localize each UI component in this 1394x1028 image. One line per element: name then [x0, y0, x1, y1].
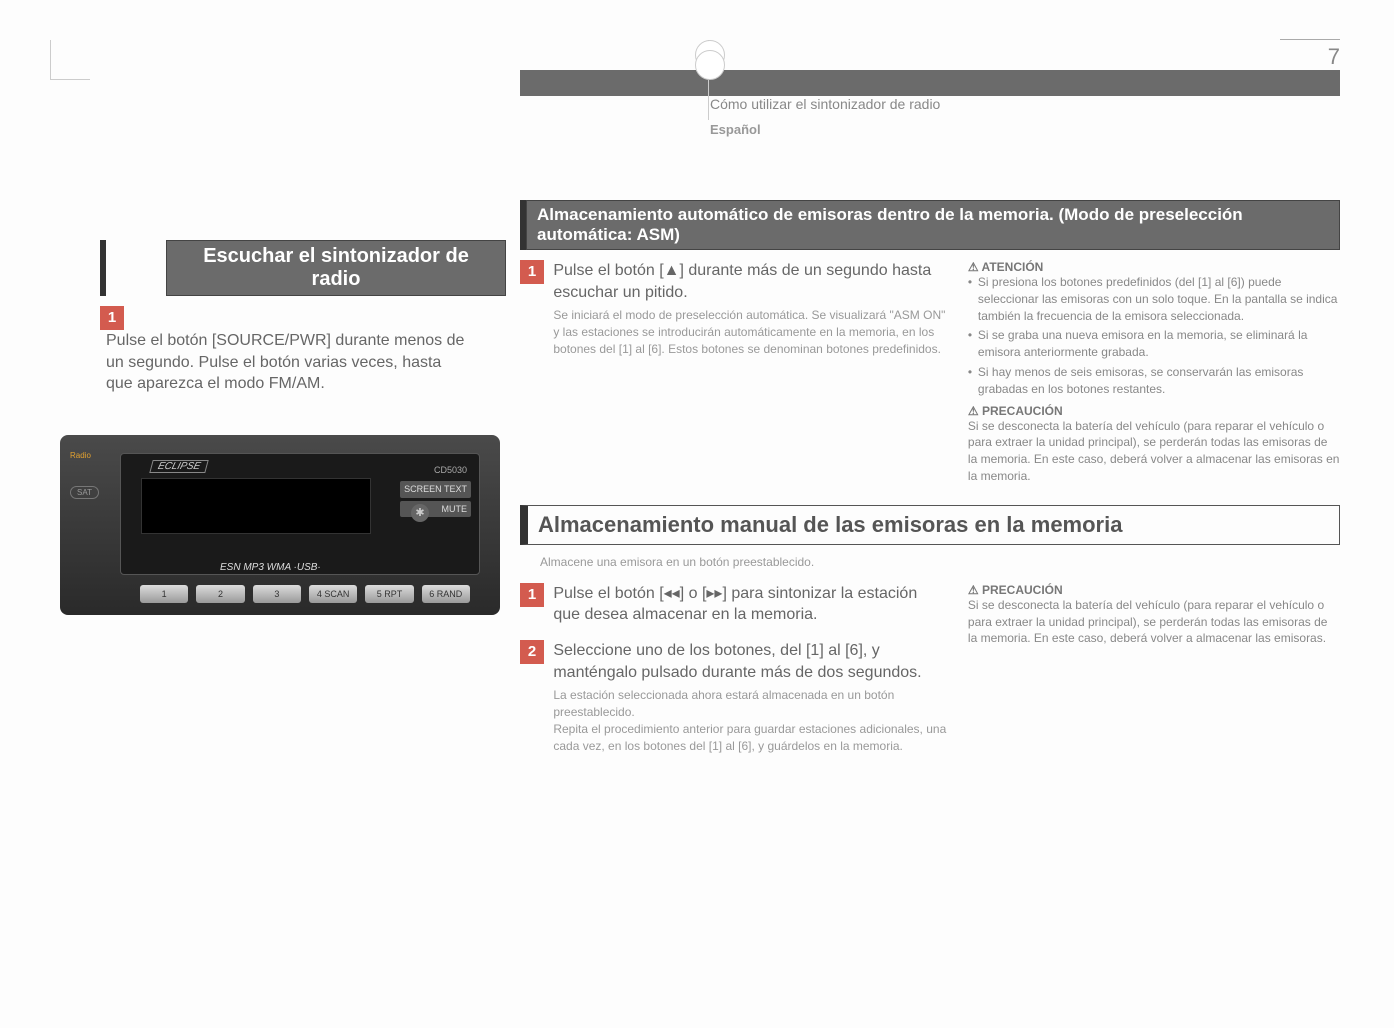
- atencion-item: Si se graba una nueva emisora en la memo…: [968, 327, 1340, 361]
- page-number: 7: [1280, 39, 1340, 70]
- step-text: Seleccione uno de los botones, del [1] a…: [553, 642, 921, 681]
- asm-step-1: 1 Pulse el botón [▲] durante más de un s…: [520, 260, 948, 358]
- radio-side-label: Radio: [70, 451, 110, 460]
- step-text: Pulse el botón [◂◂] o [▸▸] para sintoniz…: [553, 585, 917, 624]
- precaucion-label: ⚠ PRECAUCIÓN: [968, 583, 1340, 597]
- precaucion-text: Si se desconecta la batería del vehículo…: [968, 418, 1340, 485]
- crop-mark-icon: [695, 50, 725, 80]
- preset-5: 5 RPT: [365, 585, 413, 603]
- preset-1: 1: [140, 585, 188, 603]
- manual-step-2: 2 Seleccione uno de los botones, del [1]…: [520, 640, 948, 754]
- step-text: Pulse el botón [▲] durante más de un seg…: [553, 262, 931, 301]
- manual-heading: Almacenamiento manual de las emisoras en…: [520, 505, 1340, 545]
- listen-step-1: 1 Pulse el botón [SOURCE/PWR] durante me…: [100, 306, 500, 395]
- atencion-list: Si presiona los botones predefinidos (de…: [968, 274, 1340, 398]
- step-number: 1: [520, 583, 544, 607]
- preset-3: 3: [253, 585, 301, 603]
- listen-radio-heading-wrap: Escuchar el sintonizador de radio: [100, 240, 500, 296]
- sat-button: SAT: [70, 486, 99, 499]
- atencion-item: Si presiona los botones predefinidos (de…: [968, 274, 1340, 324]
- preset-2: 2: [196, 585, 244, 603]
- atencion-label: ⚠ ATENCIÓN: [968, 260, 1340, 274]
- radio-screen: [141, 478, 371, 534]
- radio-brand: ECLIPSE: [149, 460, 209, 473]
- crop-mark-icon: [50, 40, 90, 80]
- manual-intro: Almacene una emisora en un botón preesta…: [540, 555, 1340, 569]
- asm-heading-wrap: Almacenamiento automático de emisoras de…: [520, 200, 1340, 250]
- header-bar: [520, 70, 1340, 96]
- step-subtext: La estación seleccionada ahora estará al…: [553, 687, 947, 754]
- bluetooth-icon: ✱: [411, 504, 429, 522]
- precaucion-text: Si se desconecta la batería del vehículo…: [968, 597, 1340, 647]
- asm-heading: Almacenamiento automático de emisoras de…: [526, 200, 1340, 250]
- breadcrumb: Cómo utilizar el sintonizador de radio: [520, 96, 1340, 112]
- step-subtext: Se iniciará el modo de preselección auto…: [553, 307, 947, 357]
- atencion-item: Si hay menos de seis emisoras, se conser…: [968, 364, 1340, 398]
- step-text: Pulse el botón [SOURCE/PWR] durante meno…: [106, 332, 464, 392]
- language-label: Español: [710, 122, 1340, 137]
- step-number: 2: [520, 640, 544, 664]
- listen-radio-heading: Escuchar el sintonizador de radio: [166, 240, 506, 296]
- radio-preset-buttons: 1 2 3 4 SCAN 5 RPT 6 RAND: [140, 585, 470, 603]
- precaucion-label: ⚠ PRECAUCIÓN: [968, 404, 1340, 418]
- step-number: 1: [100, 306, 124, 330]
- preset-4: 4 SCAN: [309, 585, 357, 603]
- step-number: 1: [520, 260, 544, 284]
- radio-illustration: Radio SAT ECLIPSE CD5030 SCREEN TEXT MUT…: [60, 435, 500, 615]
- preset-6: 6 RAND: [422, 585, 470, 603]
- manual-step-1: 1 Pulse el botón [◂◂] o [▸▸] para sinton…: [520, 583, 948, 626]
- radio-formats: ESN MP3 WMA ·USB·: [220, 562, 321, 573]
